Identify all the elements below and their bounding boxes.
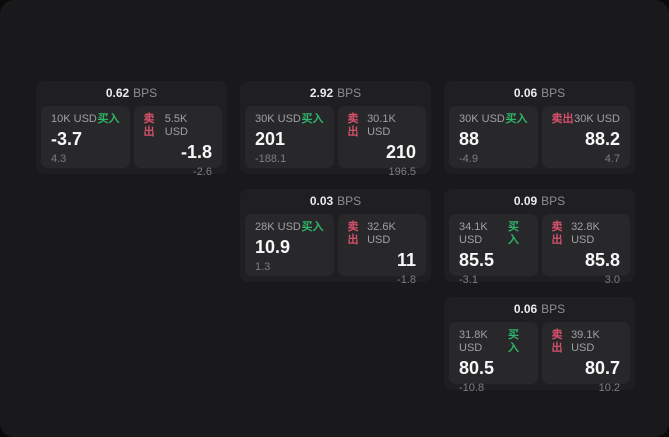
spread-value: 2.92 bbox=[309, 86, 334, 100]
quote-card: 0.03 BPS 28K USD 买入 10.9 1.3 卖出 32.6K US… bbox=[240, 189, 431, 286]
sell-side-label: 卖出 bbox=[551, 221, 563, 246]
sell-quote-panel[interactable]: 卖出 30.1K USD 210 196.5 bbox=[337, 106, 426, 178]
spread-header: 0.03 BPS bbox=[245, 189, 426, 214]
buy-quote-panel[interactable]: 34.1K USD 买入 85.5 -3.1 bbox=[449, 214, 538, 286]
quote-card: 0.06 BPS 30K USD 买入 88 -4.9 卖出 30K USD 8… bbox=[444, 81, 635, 174]
buy-sub-value: -4.9 bbox=[459, 153, 478, 165]
spread-unit-label: BPS bbox=[541, 302, 566, 316]
buy-quote-panel[interactable]: 28K USD 买入 10.9 1.3 bbox=[245, 214, 334, 276]
quote-panels: 30K USD 买入 201 -188.1 卖出 30.1K USD 210 1… bbox=[245, 106, 426, 178]
quote-card: 0.62 BPS 10K USD 买入 -3.7 4.3 卖出 5.5K USD… bbox=[36, 81, 227, 178]
sell-price: -1.8 bbox=[180, 142, 212, 162]
sell-side-label: 卖出 bbox=[143, 113, 155, 138]
sell-price: 88.2 bbox=[584, 129, 620, 149]
buy-price: 85.5 bbox=[459, 250, 495, 270]
sell-sub-value: 10.2 bbox=[598, 382, 620, 394]
buy-sub-value: -10.8 bbox=[459, 382, 485, 394]
buy-size: 28K USD bbox=[255, 221, 301, 233]
sell-size: 30K USD bbox=[574, 113, 620, 125]
quote-panels: 28K USD 买入 10.9 1.3 卖出 32.6K USD 11 -1.8 bbox=[245, 214, 426, 286]
buy-size: 10K USD bbox=[51, 113, 97, 125]
spread-unit-label: BPS bbox=[337, 194, 362, 208]
spread-value: 0.06 bbox=[513, 86, 538, 100]
sell-quote-panel[interactable]: 卖出 5.5K USD -1.8 -2.6 bbox=[133, 106, 222, 178]
spread-header: 2.92 BPS bbox=[245, 81, 426, 106]
quote-panels: 10K USD 买入 -3.7 4.3 卖出 5.5K USD -1.8 -2.… bbox=[41, 106, 222, 178]
buy-size: 31.8K USD bbox=[459, 329, 488, 354]
sell-side-label: 卖出 bbox=[347, 113, 359, 138]
sell-side-label: 卖出 bbox=[347, 221, 359, 246]
sell-size: 32.8K USD bbox=[571, 221, 600, 246]
buy-price: -3.7 bbox=[51, 129, 83, 149]
sell-sub-value: 4.7 bbox=[604, 153, 620, 165]
quote-panels: 34.1K USD 买入 85.5 -3.1 卖出 32.8K USD 85.8… bbox=[449, 214, 630, 286]
buy-side-label: 买入 bbox=[505, 113, 528, 125]
spread-unit-label: BPS bbox=[541, 86, 566, 100]
quote-panels: 31.8K USD 买入 80.5 -10.8 卖出 39.1K USD 80.… bbox=[449, 322, 630, 394]
buy-side-label: 买入 bbox=[97, 113, 120, 125]
spread-header: 0.62 BPS bbox=[41, 81, 222, 106]
buy-size: 30K USD bbox=[255, 113, 301, 125]
quote-card: 0.09 BPS 34.1K USD 买入 85.5 -3.1 卖出 32.8K… bbox=[444, 189, 635, 286]
sell-quote-panel[interactable]: 卖出 32.8K USD 85.8 3.0 bbox=[541, 214, 630, 286]
sell-size: 5.5K USD bbox=[164, 113, 188, 138]
buy-sub-value: 4.3 bbox=[51, 153, 67, 165]
spread-unit-label: BPS bbox=[337, 86, 362, 100]
buy-size: 34.1K USD bbox=[459, 221, 488, 246]
sell-price: 11 bbox=[396, 250, 416, 270]
spread-unit-label: BPS bbox=[541, 194, 566, 208]
buy-price: 10.9 bbox=[255, 237, 291, 257]
spread-value: 0.62 bbox=[105, 86, 130, 100]
buy-side-label: 买入 bbox=[301, 221, 324, 233]
buy-sub-value: 1.3 bbox=[255, 261, 271, 273]
sell-quote-panel[interactable]: 卖出 39.1K USD 80.7 10.2 bbox=[541, 322, 630, 394]
sell-quote-panel[interactable]: 卖出 30K USD 88.2 4.7 bbox=[541, 106, 630, 168]
spread-header: 0.06 BPS bbox=[449, 81, 630, 106]
buy-price: 201 bbox=[255, 129, 286, 149]
buy-quote-panel[interactable]: 30K USD 买入 88 -4.9 bbox=[449, 106, 538, 168]
sell-sub-value: -2.6 bbox=[193, 166, 212, 178]
sell-price: 80.7 bbox=[584, 358, 620, 378]
buy-side-label: 买入 bbox=[507, 329, 519, 354]
buy-sub-value: -188.1 bbox=[255, 153, 287, 165]
buy-quote-panel[interactable]: 31.8K USD 买入 80.5 -10.8 bbox=[449, 322, 538, 394]
sell-size: 39.1K USD bbox=[571, 329, 600, 354]
sell-price: 210 bbox=[385, 142, 416, 162]
sell-sub-value: -1.8 bbox=[397, 274, 416, 286]
quote-card-grid: 0.62 BPS 10K USD 买入 -3.7 4.3 卖出 5.5K USD… bbox=[36, 81, 635, 394]
sell-sub-value: 3.0 bbox=[604, 274, 620, 286]
spread-header: 0.06 BPS bbox=[449, 297, 630, 322]
spread-unit-label: BPS bbox=[133, 86, 158, 100]
sell-side-label: 卖出 bbox=[551, 113, 574, 125]
quote-card: 2.92 BPS 30K USD 买入 201 -188.1 卖出 30.1K … bbox=[240, 81, 431, 178]
buy-side-label: 买入 bbox=[301, 113, 324, 125]
buy-size: 30K USD bbox=[459, 113, 505, 125]
buy-price: 88 bbox=[459, 129, 480, 149]
sell-sub-value: 196.5 bbox=[388, 166, 416, 178]
buy-side-label: 买入 bbox=[507, 221, 519, 246]
sell-price: 85.8 bbox=[584, 250, 620, 270]
sell-side-label: 卖出 bbox=[551, 329, 563, 354]
quote-panels: 30K USD 买入 88 -4.9 卖出 30K USD 88.2 4.7 bbox=[449, 106, 630, 168]
buy-price: 80.5 bbox=[459, 358, 495, 378]
spread-value: 0.09 bbox=[513, 194, 538, 208]
sell-size: 32.6K USD bbox=[367, 221, 396, 246]
sell-size: 30.1K USD bbox=[367, 113, 396, 138]
spread-value: 0.03 bbox=[309, 194, 334, 208]
spread-value: 0.06 bbox=[513, 302, 538, 316]
spread-header: 0.09 BPS bbox=[449, 189, 630, 214]
buy-sub-value: -3.1 bbox=[459, 274, 478, 286]
sell-quote-panel[interactable]: 卖出 32.6K USD 11 -1.8 bbox=[337, 214, 426, 286]
buy-quote-panel[interactable]: 30K USD 买入 201 -188.1 bbox=[245, 106, 334, 168]
quote-card: 0.06 BPS 31.8K USD 买入 80.5 -10.8 卖出 39.1… bbox=[444, 297, 635, 394]
buy-quote-panel[interactable]: 10K USD 买入 -3.7 4.3 bbox=[41, 106, 130, 168]
